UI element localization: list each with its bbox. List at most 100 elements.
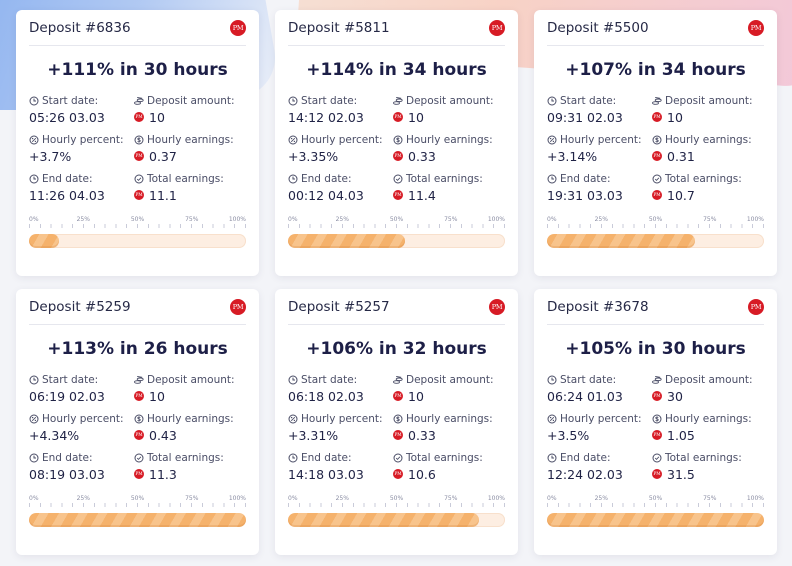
start-date-label: Start date: [301, 94, 358, 107]
hourly-percent-cell: Hourly percent: +3.5% [547, 412, 652, 444]
check-circle-icon [393, 453, 403, 462]
end-date-value: 00:12 04.03 [288, 187, 364, 203]
check-circle-icon [652, 453, 662, 462]
deposit-progress-fill [547, 513, 764, 527]
start-date-value: 09:31 02.03 [547, 109, 623, 125]
start-date-value: 06:24 01.03 [547, 388, 623, 404]
total-earnings-cell: Total earnings: PM 10.6 [393, 451, 505, 483]
dollar-coin-icon [652, 414, 662, 423]
start-date-value: 14:12 02.03 [288, 109, 364, 125]
end-date-value: 08:19 03.03 [29, 466, 105, 482]
hourly-percent-label: Hourly percent: [42, 412, 124, 425]
deposit-progress-bar [547, 234, 764, 248]
end-date-label: End date: [301, 172, 352, 185]
deposit-progress-fill [29, 513, 246, 527]
percent-icon [547, 135, 557, 144]
deposit-progress-fill [288, 234, 406, 248]
total-earnings-cell: Total earnings: PM 11.4 [393, 172, 505, 204]
deposit-amount-value: 10 [149, 109, 165, 125]
percent-icon [547, 414, 557, 423]
deposit-return-headline: +105% in 30 hours [565, 339, 746, 359]
hourly-percent-cell: Hourly percent: +3.14% [547, 133, 652, 165]
deposit-title: Deposit #5259 [29, 298, 131, 315]
deposit-amount-value: 10 [667, 109, 683, 125]
perfect-money-icon: PM [393, 469, 403, 479]
deposit-amount-value: 30 [667, 388, 683, 404]
hourly-earnings-label: Hourly earnings: [406, 133, 493, 146]
total-earnings-value: 11.1 [149, 187, 177, 203]
progress-tick-label: 25% [335, 495, 349, 502]
hourly-percent-value: +3.35% [288, 148, 339, 164]
perfect-money-icon: PM [748, 298, 764, 315]
progress-tick-label: 75% [185, 216, 199, 223]
total-earnings-value: 10.7 [667, 187, 695, 203]
deposit-amount-label: Deposit amount: [147, 373, 235, 386]
hourly-earnings-label: Hourly earnings: [147, 133, 234, 146]
clock-icon [288, 174, 298, 183]
deposit-return-headline: +111% in 30 hours [47, 60, 228, 80]
progress-tick-label: 100% [746, 495, 764, 502]
deposit-progress-fill [29, 234, 60, 248]
perfect-money-icon: PM [134, 151, 144, 161]
progress-tick-label: 100% [228, 495, 246, 502]
perfect-money-icon: PM [134, 112, 144, 122]
end-date-cell: End date: 14:18 03.03 [288, 451, 393, 483]
progress-tick-label: 50% [130, 216, 145, 223]
progress-tick-label: 75% [444, 216, 458, 223]
deposit-title: Deposit #5500 [547, 19, 649, 36]
end-date-label: End date: [42, 172, 93, 185]
start-date-value: 06:19 02.03 [29, 388, 105, 404]
coins-icon [393, 96, 403, 105]
start-date-cell: Start date: 06:24 01.03 [547, 373, 652, 405]
deposit-progress-bar [547, 513, 764, 527]
hourly-percent-cell: Hourly percent: +4.34% [29, 412, 134, 444]
end-date-value: 19:31 03.03 [547, 187, 623, 203]
start-date-label: Start date: [42, 373, 99, 386]
start-date-value: 06:18 02.03 [288, 388, 364, 404]
perfect-money-icon: PM [230, 19, 246, 36]
deposit-card: Deposit #5257 PM +106% in 32 hours Start… [275, 289, 518, 555]
perfect-money-icon: PM [134, 190, 144, 200]
deposit-return-headline: +106% in 32 hours [306, 339, 487, 359]
progress-tick-label: 50% [130, 495, 145, 502]
end-date-cell: End date: 11:26 04.03 [29, 172, 134, 204]
progress-scale-ticks [547, 503, 764, 507]
end-date-cell: End date: 12:24 02.03 [547, 451, 652, 483]
end-date-label: End date: [42, 451, 93, 464]
clock-icon [547, 174, 557, 183]
start-date-cell: Start date: 05:26 03.03 [29, 94, 134, 126]
deposit-amount-value: 10 [149, 388, 165, 404]
deposit-amount-cell: Deposit amount: PM 10 [652, 94, 764, 126]
clock-icon [29, 375, 39, 384]
hourly-earnings-cell: Hourly earnings: PM 0.33 [393, 412, 505, 444]
perfect-money-icon: PM [489, 298, 505, 315]
percent-icon [29, 414, 39, 423]
end-date-cell: End date: 19:31 03.03 [547, 172, 652, 204]
coins-icon [393, 375, 403, 384]
hourly-percent-cell: Hourly percent: +3.7% [29, 133, 134, 165]
perfect-money-icon: PM [748, 19, 764, 36]
deposit-amount-label: Deposit amount: [665, 94, 753, 107]
start-date-cell: Start date: 14:12 02.03 [288, 94, 393, 126]
coins-icon [134, 96, 144, 105]
progress-tick-label: 0% [29, 495, 39, 502]
deposit-details: Start date: 09:31 02.03 Deposit amount: … [547, 94, 764, 204]
progress-tick-label: 100% [746, 216, 764, 223]
total-earnings-cell: Total earnings: PM 11.1 [134, 172, 246, 204]
progress-scale-ticks [29, 224, 246, 228]
card-header: Deposit #3678 PM [547, 289, 764, 325]
deposit-amount-label: Deposit amount: [406, 94, 494, 107]
hourly-earnings-label: Hourly earnings: [665, 412, 752, 425]
total-earnings-cell: Total earnings: PM 11.3 [134, 451, 246, 483]
hourly-earnings-value: 0.33 [408, 148, 436, 164]
deposit-details: Start date: 06:19 02.03 Deposit amount: … [29, 373, 246, 483]
start-date-cell: Start date: 06:19 02.03 [29, 373, 134, 405]
start-date-value: 05:26 03.03 [29, 109, 105, 125]
progress-scale-ticks [288, 503, 505, 507]
perfect-money-icon: PM [393, 151, 403, 161]
dollar-coin-icon [393, 414, 403, 423]
hourly-earnings-value: 0.31 [667, 148, 695, 164]
hourly-earnings-cell: Hourly earnings: PM 1.05 [652, 412, 764, 444]
perfect-money-icon: PM [230, 298, 246, 315]
end-date-label: End date: [301, 451, 352, 464]
